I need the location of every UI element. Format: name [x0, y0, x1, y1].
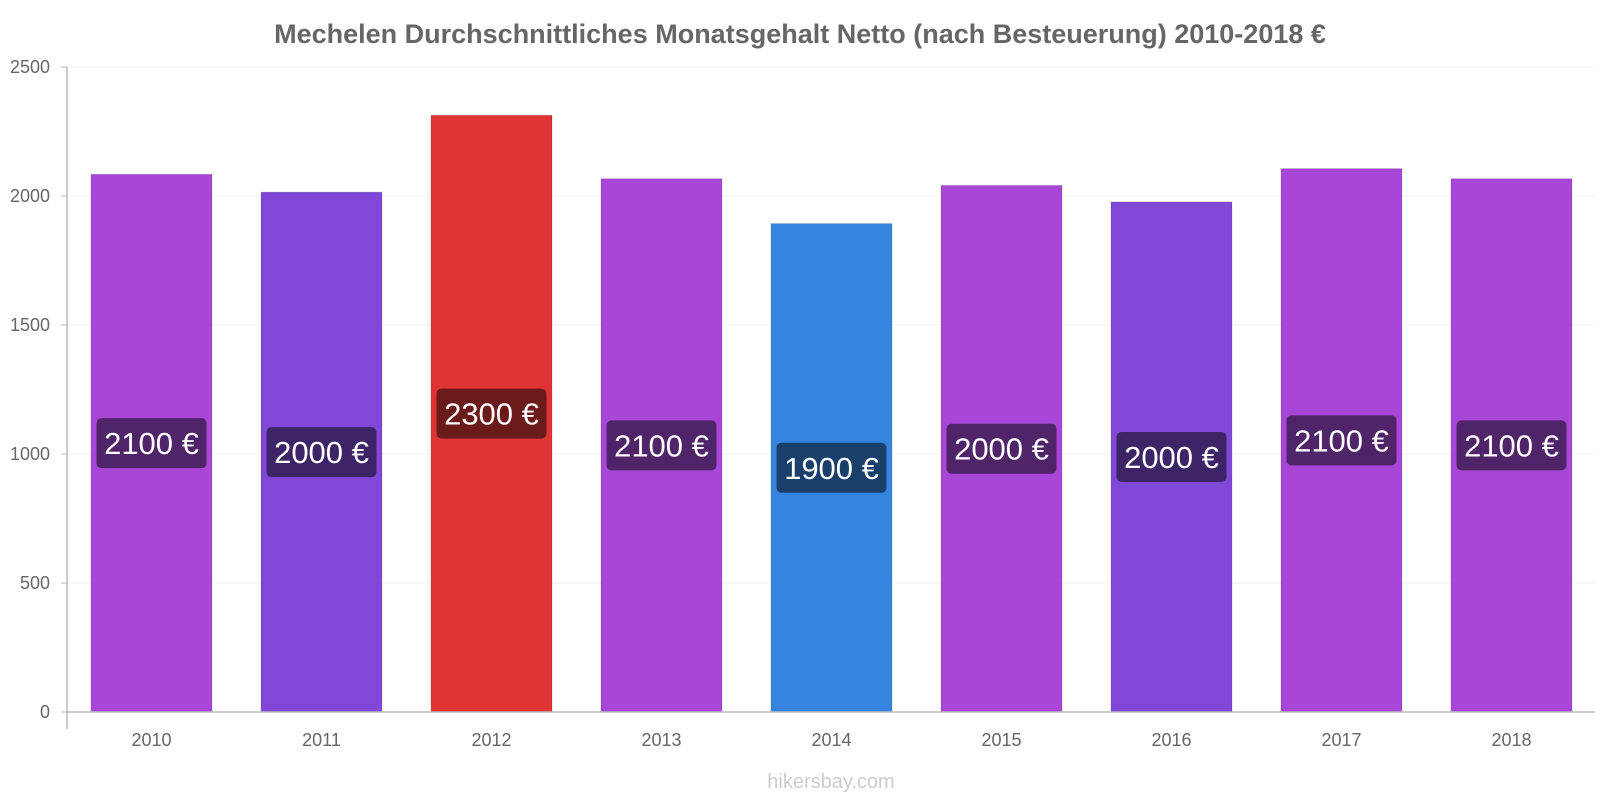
data-label: 2100 € — [614, 428, 709, 463]
chart-title: Mechelen Durchschnittliches Monatsgehalt… — [274, 19, 1326, 49]
x-tick-label: 2010 — [131, 730, 171, 750]
data-label-box — [266, 427, 377, 478]
data-label-box — [1456, 420, 1567, 471]
y-tick-label: 2000 — [10, 186, 50, 206]
data-label: 2000 € — [1124, 440, 1219, 475]
x-tick-label: 2011 — [302, 730, 341, 750]
x-tick-label: 2016 — [1151, 730, 1191, 750]
y-tick-label: 500 — [20, 573, 50, 593]
x-tick-label: 2017 — [1321, 730, 1361, 750]
data-label-box — [606, 420, 717, 471]
data-label: 2100 € — [104, 426, 199, 461]
y-axis: 0 500 1000 1500 2000 2500 — [10, 57, 68, 729]
bars — [90, 114, 1573, 713]
data-label-box — [1116, 431, 1227, 482]
data-label: 2000 € — [954, 432, 1049, 467]
data-label: 2300 € — [444, 397, 539, 432]
data-label-box — [436, 388, 547, 439]
x-tick-label: 2012 — [471, 730, 511, 750]
x-tick-label: 2018 — [1491, 730, 1531, 750]
y-tick-label: 0 — [40, 702, 50, 722]
x-tick-label: 2013 — [641, 730, 681, 750]
y-tick-label: 1000 — [10, 444, 50, 464]
data-label-box — [96, 418, 207, 469]
x-tick-label: 2014 — [811, 730, 851, 750]
data-label-box — [776, 442, 887, 493]
y-tick-label: 1500 — [10, 315, 50, 335]
data-label: 2100 € — [1464, 428, 1559, 463]
x-axis: 2010 2011 2012 2013 2014 2015 2016 2017 2018 — [67, 711, 1595, 750]
data-label-box — [946, 423, 1057, 474]
data-label-box — [1286, 415, 1397, 466]
x-tick-label: 2015 — [981, 730, 1021, 750]
y-tick-label: 2500 — [10, 57, 50, 77]
data-label: 2000 € — [274, 435, 369, 470]
data-labels: 2100 € 2000 € 2300 € 2100 € 1900 € 2000 € 2000… — [96, 388, 1567, 493]
data-label: 2100 € — [1294, 423, 1389, 458]
data-label: 1900 € — [784, 451, 879, 486]
watermark: hikersbay.com — [767, 771, 894, 793]
